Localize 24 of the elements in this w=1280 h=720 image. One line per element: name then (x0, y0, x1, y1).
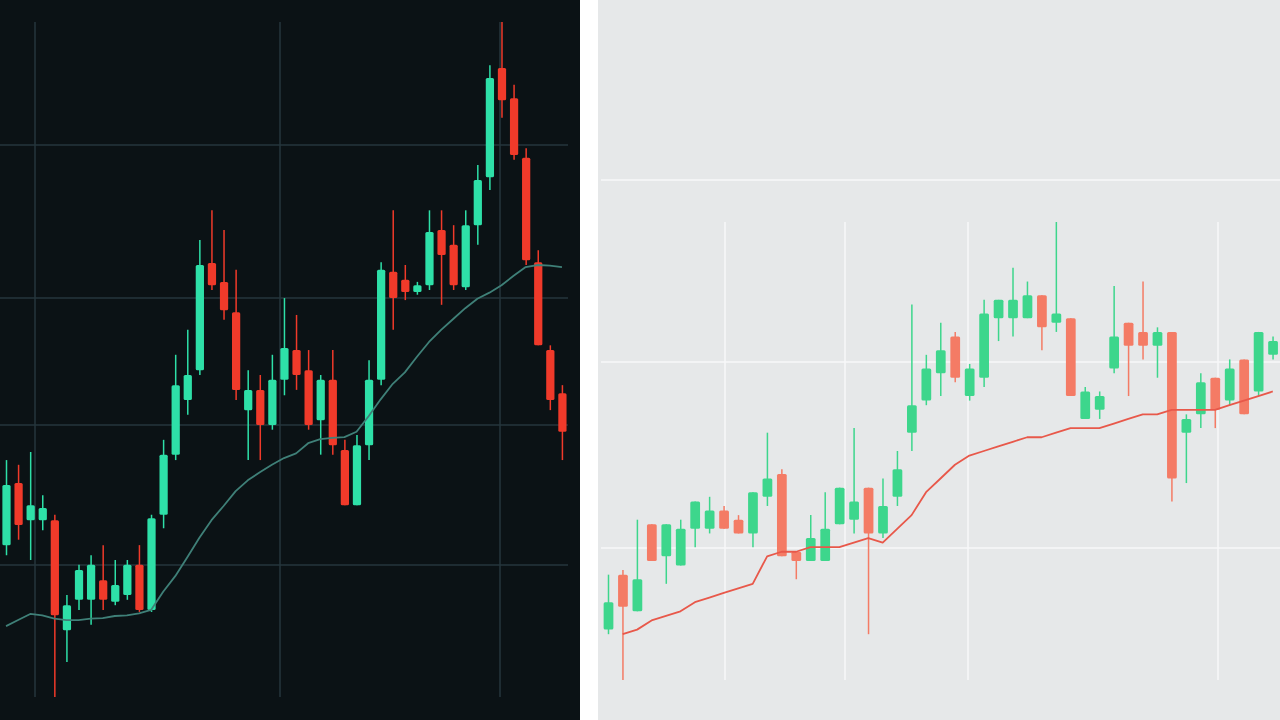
candlestick (762, 431, 773, 507)
candlestick (1022, 280, 1033, 319)
candlestick (1094, 390, 1105, 420)
candlestick (935, 322, 946, 397)
candlestick (1138, 280, 1148, 361)
candlestick (1268, 335, 1278, 361)
candlestick (1181, 413, 1192, 484)
candlestick (805, 514, 816, 562)
candlestick (993, 299, 1004, 342)
candlestick (849, 427, 859, 535)
candlestick (791, 551, 802, 580)
candlestick (244, 369, 253, 461)
candlestick (704, 496, 715, 535)
candlestick (1008, 267, 1018, 338)
candlestick (207, 209, 217, 291)
candlestick (99, 544, 108, 611)
candlestick (111, 559, 120, 606)
candlestick (1123, 322, 1134, 397)
candlestick (719, 505, 729, 530)
candlestick (401, 264, 410, 301)
candlestick (1152, 326, 1163, 379)
candlestick (26, 451, 35, 561)
candlestick (1051, 222, 1062, 333)
candlestick (38, 494, 47, 532)
